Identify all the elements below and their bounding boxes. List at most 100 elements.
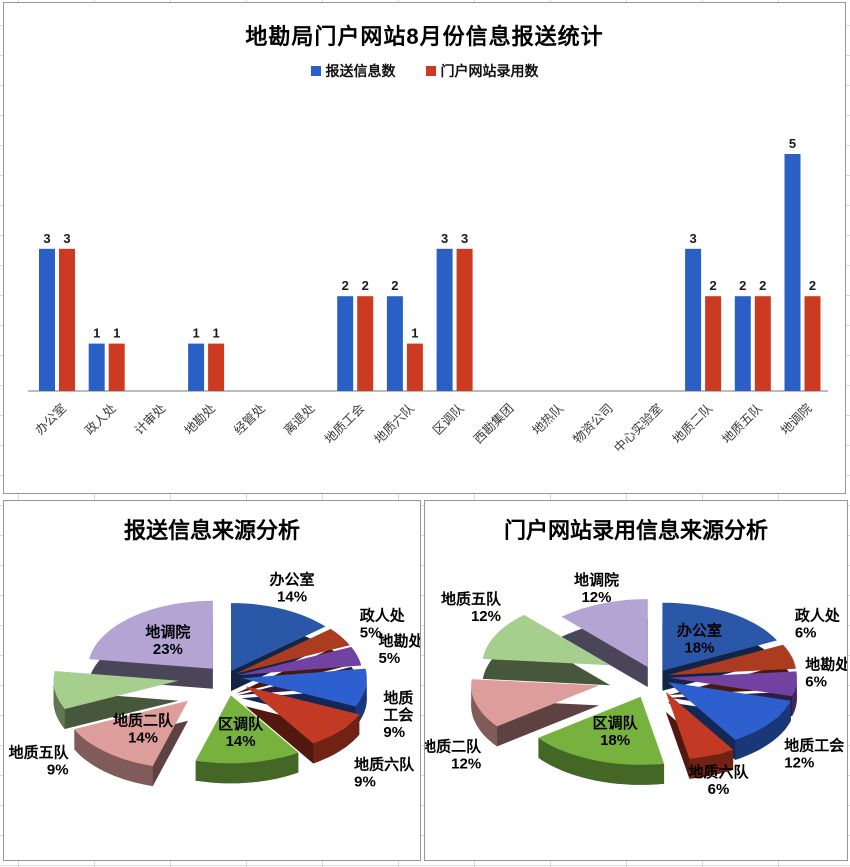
category-label: 地质二队 (669, 400, 715, 446)
pie2-plot-area: 办公室18%政人处6%地勘处6%地质工会12%地质六队6%区调队18%地质二队1… (425, 571, 847, 798)
pie-slice (231, 603, 326, 672)
bar-value-label: 2 (739, 278, 746, 293)
pie-chart-submitted-sources[interactable]: 报送信息来源分析 办公室 14% 政人处 5% 地勘处 5% 地质 工会 9% 地质六队 9% 区调队… (3, 500, 421, 861)
pie-label: 6% (795, 625, 817, 642)
pie-label: 办公室 (677, 621, 722, 639)
pie-label: 14% (128, 730, 158, 747)
bar-segment (705, 296, 722, 391)
pie-label: 18% (684, 639, 714, 656)
legend-item-adopted: 门户网站录用数 (425, 61, 539, 81)
bar-segment (685, 248, 702, 391)
bar-value-label: 2 (809, 278, 816, 293)
pie-label: 地质五队 (441, 590, 502, 608)
pie-label: 办公室 (270, 570, 315, 588)
pie2-title: 门户网站录用信息来源分析 (503, 518, 768, 543)
bar-chart[interactable]: 地勘局门户网站8月份信息报送统计 报送信息数 门户网站录用数 3 3 办公室 1 1 政人… (3, 2, 846, 494)
pie-label: 14% (277, 588, 307, 605)
bar-segment (784, 154, 801, 391)
pie-label: 地质五队 (9, 743, 70, 761)
pie-label: 地质 (383, 689, 413, 707)
legend-swatch-adopted (425, 66, 436, 76)
bar-chart-legend: 报送信息数 门户网站录用数 (4, 61, 845, 81)
bar-value-label: 2 (391, 278, 398, 293)
bar-segment (59, 248, 75, 391)
pie-slice (245, 686, 360, 744)
pie-label: 地质二队 (425, 737, 482, 755)
bar-segment (188, 343, 205, 391)
pie-slice-wall (74, 729, 153, 787)
pie-slice (89, 600, 213, 669)
bar-segment (406, 343, 423, 391)
category-label: 西勘集团 (470, 401, 516, 447)
bar-segment (337, 296, 354, 391)
pie-label: 14% (226, 733, 256, 750)
pie-slice-wall (53, 680, 65, 729)
pie-slice (538, 696, 665, 765)
category-label: 办公室 (32, 401, 69, 438)
pie-label: 6% (805, 674, 827, 691)
pie-slice (668, 671, 797, 697)
category-label: 地质六队 (371, 400, 417, 446)
pie-label: 区调队 (218, 715, 264, 733)
bar-segment (386, 296, 403, 391)
bar-segment (734, 296, 751, 391)
bar-value-label: 5 (789, 136, 796, 151)
bar-value-label: 3 (689, 231, 696, 246)
pie-label: 5% (360, 625, 382, 642)
pie-slice-wall (689, 749, 734, 779)
legend-label-submitted: 报送信息数 (325, 63, 396, 79)
pie-label: 地调院 (574, 571, 619, 589)
pie-label: 9% (354, 774, 376, 791)
pie-label: 地质二队 (113, 712, 174, 730)
pie-slice (237, 646, 362, 676)
category-label: 地调院 (778, 401, 815, 438)
category-label: 计审处 (131, 400, 168, 437)
bar-segment (357, 296, 374, 391)
pie-label: 9% (47, 761, 69, 778)
pie1-title: 报送信息来源分析 (123, 518, 300, 543)
category-label: 地质工会 (322, 401, 368, 447)
pie-label: 5% (379, 650, 401, 667)
pie-label: 地勘处 (805, 656, 847, 674)
pie-label: 6% (708, 781, 730, 798)
pie-label: 12% (451, 755, 481, 772)
pie-slice-wall (195, 752, 299, 784)
pie-slice (53, 671, 179, 709)
pie-slice (668, 644, 796, 675)
bar-segment (108, 343, 125, 391)
pie-label: 23% (153, 641, 183, 658)
legend-label-adopted: 门户网站录用数 (440, 63, 539, 79)
bar-segment (436, 248, 453, 391)
pie-label: 地质工会 (784, 737, 844, 755)
pie-label: 地质六队 (689, 763, 750, 781)
pie-label: 工会 (383, 706, 413, 724)
bar-segment (88, 343, 105, 391)
bar-value-label: 1 (411, 326, 418, 341)
bar-value-label: 2 (342, 278, 349, 293)
pie-slice-wall (471, 685, 498, 747)
pie-slice (471, 679, 600, 727)
bar-segment (754, 296, 771, 391)
pie-label: 政人处 (360, 607, 406, 625)
pie-label: 12% (471, 608, 501, 625)
pie-slice (667, 682, 791, 740)
category-label: 地质五队 (719, 400, 765, 446)
legend-swatch-submitted (310, 66, 321, 76)
pie-slice (236, 628, 350, 674)
pie-label: 区调队 (593, 714, 639, 732)
pie-slice (241, 668, 367, 707)
bar-value-label: 3 (43, 231, 50, 246)
category-label: 地勘处 (182, 401, 219, 438)
bar-value-label: 3 (461, 231, 468, 246)
pie-label: 12% (581, 589, 611, 606)
pie-slice-wall (538, 737, 665, 785)
pie-label: 12% (784, 755, 814, 772)
pie-label: 9% (383, 724, 405, 741)
pie-chart-adopted-sources[interactable]: 门户网站录用信息来源分析 办公室 18% 政人处 6% 地勘处 6% 地质工会 12% 地质六队… (424, 500, 848, 861)
category-label: 地热队 (529, 400, 566, 437)
category-label: 物资公司 (571, 401, 616, 446)
bar-value-label: 1 (192, 326, 199, 341)
pie-slice (195, 695, 299, 764)
pie-slice (561, 599, 648, 668)
